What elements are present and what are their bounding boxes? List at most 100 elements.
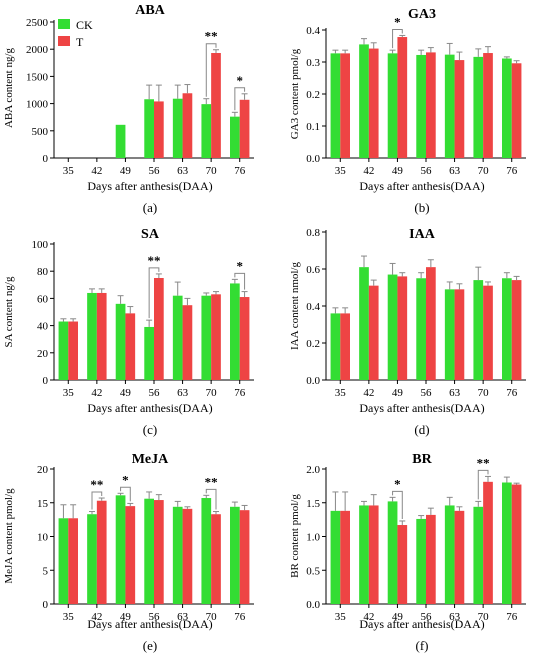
x-tick-label: 42 (91, 387, 102, 399)
x-tick-label: 35 (335, 165, 347, 177)
chart-title: IAA (409, 227, 436, 242)
bar-ck (387, 501, 398, 604)
x-axis-label: Days after anthesis(DAA) (87, 401, 212, 415)
bar-ck (502, 58, 512, 159)
x-tick-label: 70 (478, 611, 490, 623)
y-tick-label: 0 (43, 599, 49, 611)
bar-ck (473, 56, 484, 158)
x-tick-label: 63 (449, 387, 461, 399)
panel-label: (d) (414, 422, 429, 437)
x-tick-label: 49 (120, 387, 132, 399)
x-tick-label: 42 (363, 165, 374, 177)
chart-panel-ga3: GA3 GA3 content pmol/g 0.0 0.1 0.2 0.3 0.4 35 42… (289, 7, 526, 215)
x-tick-label: 56 (421, 611, 433, 623)
significance-label: ** (477, 455, 490, 470)
x-tick-label: 35 (335, 611, 347, 623)
significance-label: ** (148, 253, 161, 268)
bar-t (483, 481, 493, 604)
bar-ck (144, 326, 154, 380)
y-axis-label: IAA content nmol/g (289, 262, 301, 350)
x-axis-label: Days after anthesis(DAA) (87, 617, 212, 631)
y-tick-label: 10 (37, 532, 49, 544)
bar-t (454, 60, 465, 158)
bar-t (239, 99, 250, 158)
bar-ck (144, 498, 154, 604)
bar-ck (230, 283, 240, 380)
x-tick-label: 63 (449, 165, 461, 177)
x-tick-label: 49 (120, 611, 132, 623)
x-tick-label: 56 (149, 387, 161, 399)
significance-bracket (392, 28, 403, 49)
bar-t (483, 285, 493, 380)
x-tick-label: 35 (63, 387, 75, 399)
y-tick-label: 2.0 (306, 464, 320, 476)
x-tick-label: 63 (449, 611, 461, 623)
bar-ck (172, 295, 183, 380)
x-tick-label: 56 (149, 611, 161, 623)
x-tick-label: 76 (234, 165, 246, 177)
legend-swatch-ck (58, 19, 70, 29)
chart-title: MeJA (132, 452, 169, 467)
bar-ck (144, 99, 154, 158)
bar-t (368, 505, 379, 604)
bar-t (154, 500, 164, 604)
bar-t (68, 518, 78, 604)
bar-ck (416, 278, 426, 380)
bar-t (397, 276, 408, 380)
bar-t (511, 484, 522, 604)
y-tick-label: 0.2 (306, 89, 320, 101)
bar-ck (359, 44, 369, 158)
bar-ck (58, 321, 69, 380)
bar-ck (359, 267, 369, 380)
chart-title: BR (412, 452, 432, 467)
bar-ck (444, 289, 455, 380)
bar-t (340, 510, 350, 604)
bar-ck (172, 98, 183, 158)
y-tick-label: 0.3 (306, 57, 320, 69)
x-tick-label: 49 (392, 387, 404, 399)
x-tick-label: 76 (234, 611, 246, 623)
bar-t (454, 510, 465, 604)
bar-ck (359, 505, 369, 604)
legend: CK T (58, 18, 93, 49)
y-tick-label: 100 (32, 239, 49, 251)
chart-title: GA3 (408, 7, 436, 22)
bar-ck (502, 278, 512, 380)
y-tick-label: 2000 (26, 44, 49, 56)
bar-t (96, 292, 107, 380)
y-tick-label: 0.4 (306, 301, 320, 313)
significance-label: ** (205, 29, 218, 44)
y-tick-label: 60 (37, 293, 49, 305)
y-tick-label: 5 (43, 565, 49, 577)
y-tick-label: 1.0 (306, 532, 320, 544)
x-tick-label: 70 (206, 165, 218, 177)
panel-label: (e) (143, 638, 157, 653)
panel-label: (f) (416, 638, 429, 653)
y-tick-label: 500 (32, 126, 49, 138)
y-tick-label: 0.2 (306, 338, 320, 350)
bar-ck (87, 514, 97, 604)
x-tick-label: 63 (177, 387, 189, 399)
bar-ck (230, 506, 240, 604)
y-tick-label: 0.5 (306, 565, 320, 577)
x-tick-label: 63 (177, 611, 189, 623)
y-tick-label: 20 (37, 348, 49, 360)
chart-panel-iaa: IAA IAA content nmol/g 0.0 0.2 0.4 0.6 0.8 35 42… (289, 227, 526, 437)
x-tick-label: 70 (478, 165, 490, 177)
y-tick-label: 0.8 (306, 227, 320, 239)
y-tick-label: 80 (37, 266, 49, 278)
x-tick-label: 49 (120, 165, 132, 177)
significance-bracket (234, 272, 246, 290)
significance-bracket (120, 486, 131, 502)
x-tick-label: 56 (421, 165, 433, 177)
x-tick-label: 49 (392, 165, 404, 177)
significance-label: ** (205, 474, 218, 489)
bar-ck (330, 313, 341, 380)
y-tick-label: 0.1 (306, 121, 320, 133)
bar-t (397, 525, 408, 604)
bar-ck (444, 505, 455, 604)
x-tick-label: 42 (91, 165, 102, 177)
significance-bracket (148, 267, 160, 319)
legend-label-t: T (76, 35, 84, 49)
